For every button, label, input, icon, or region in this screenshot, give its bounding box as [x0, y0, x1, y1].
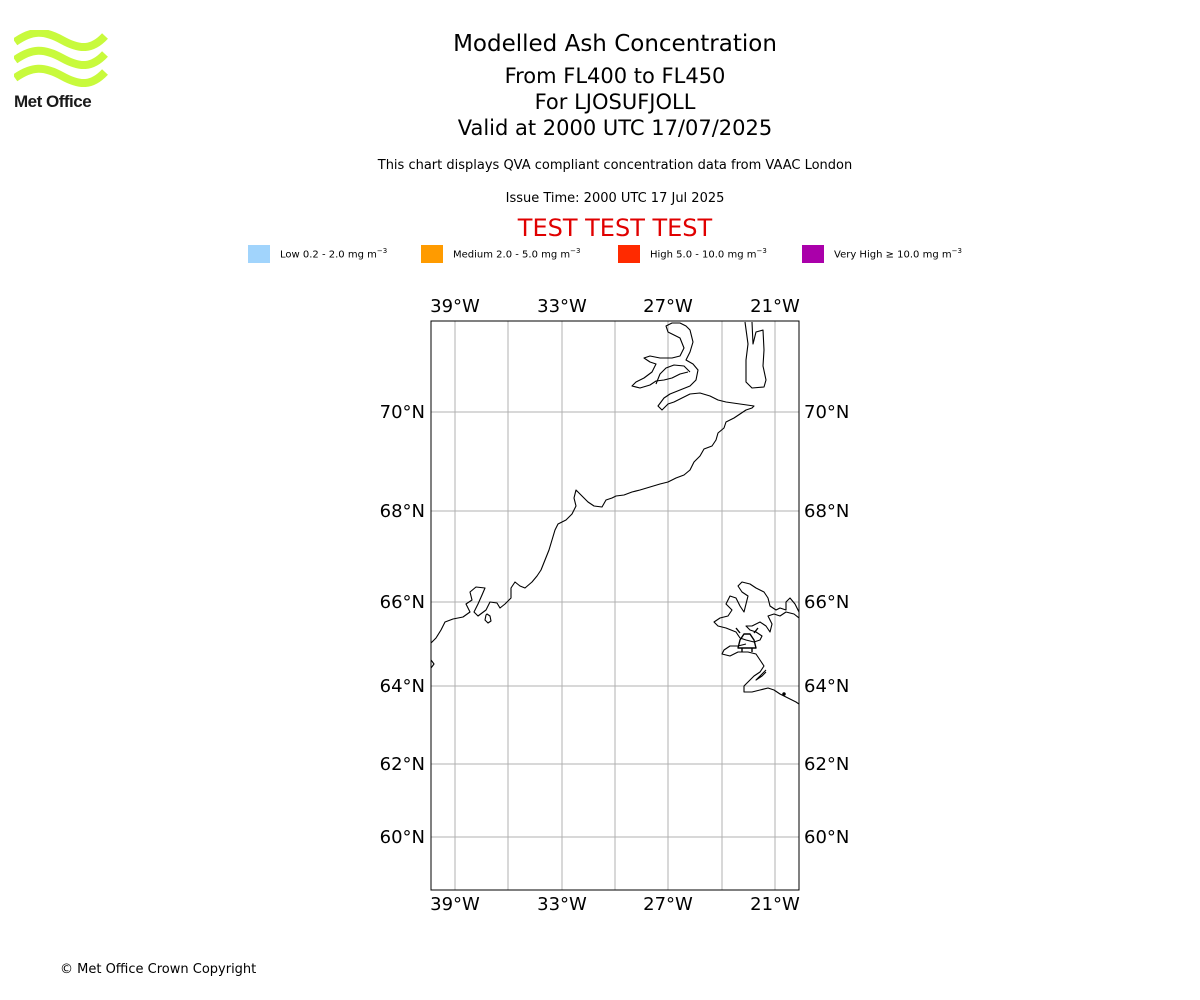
legend-swatch-very-high — [802, 245, 824, 263]
lon-label-top: 33°W — [537, 296, 587, 317]
lon-label-top: 39°W — [430, 296, 480, 317]
small-island — [484, 613, 492, 624]
lon-label-bottom: 39°W — [430, 894, 480, 915]
copyright-notice: © Met Office Crown Copyright — [60, 962, 257, 977]
volcano-marker-icon — [735, 627, 759, 652]
issue-time: Issue Time: 2000 UTC 17 Jul 2025 — [505, 191, 725, 206]
lat-label-left: 66°N — [380, 592, 425, 613]
legend-item-medium: Medium 2.0 - 5.0 mg m−3 — [421, 244, 580, 264]
lat-label-right: 60°N — [804, 827, 849, 848]
legend-item-high: High 5.0 - 10.0 mg m−3 — [618, 244, 767, 264]
legend-swatch-high — [618, 245, 640, 263]
lat-label-right: 64°N — [804, 676, 849, 697]
legend-swatch-low — [248, 245, 270, 263]
lat-label-left: 62°N — [380, 754, 425, 775]
chart-description: This chart displays QVA compliant concen… — [377, 158, 853, 173]
map-gridlines — [431, 321, 799, 890]
map-frame — [430, 320, 800, 891]
lon-label-bottom: 27°W — [643, 894, 693, 915]
small-islet — [782, 692, 786, 696]
lat-label-right: 70°N — [804, 402, 849, 423]
lat-label-right: 68°N — [804, 501, 849, 522]
coastlines — [431, 321, 799, 705]
legend-unit-high: −3 — [756, 247, 767, 256]
lat-label-left: 60°N — [380, 827, 425, 848]
legend-label-low: Low 0.2 - 2.0 mg m — [280, 249, 377, 261]
lon-label-bottom: 21°W — [750, 894, 800, 915]
legend-item-very-high: Very High ≥ 10.0 mg m−3 — [802, 244, 962, 264]
met-office-wordmark: Met Office — [14, 92, 92, 111]
greenland-south-coast — [431, 659, 435, 669]
iceland-southwest — [721, 643, 799, 705]
legend-label-medium: Medium 2.0 - 5.0 mg m — [453, 249, 571, 261]
met-office-logo: Met Office — [12, 28, 110, 112]
greenland-coastline — [431, 322, 755, 644]
iceland-coastline — [713, 581, 799, 643]
lat-label-right: 66°N — [804, 592, 849, 613]
met-office-wave-icon — [12, 28, 108, 87]
legend-unit-very-high: −3 — [951, 247, 962, 256]
flight-level-range: From FL400 to FL450 — [504, 64, 726, 88]
lon-label-top: 27°W — [643, 296, 693, 317]
reykjanes-peninsula — [755, 669, 767, 681]
greenland-fjord — [744, 321, 767, 389]
legend-swatch-medium — [421, 245, 443, 263]
legend-item-low: Low 0.2 - 2.0 mg m−3 — [248, 244, 387, 264]
test-banner: TEST TEST TEST — [517, 214, 713, 242]
legend-label-high: High 5.0 - 10.0 mg m — [650, 249, 757, 261]
valid-time: Valid at 2000 UTC 17/07/2025 — [457, 116, 773, 140]
volcano-name: For LJOSUFJOLL — [534, 90, 696, 114]
legend-label-very-high: Very High ≥ 10.0 mg m — [834, 249, 952, 261]
lat-label-left: 70°N — [380, 402, 425, 423]
lon-label-top: 21°W — [750, 296, 800, 317]
lon-label-bottom: 33°W — [537, 894, 587, 915]
legend-unit-low: −3 — [376, 247, 388, 256]
lat-label-left: 68°N — [380, 501, 425, 522]
greenland-inlet — [655, 364, 691, 385]
lat-label-left: 64°N — [380, 676, 425, 697]
chart-title: Modelled Ash Concentration — [453, 31, 777, 57]
lat-label-right: 62°N — [804, 754, 849, 775]
legend-unit-medium: −3 — [570, 247, 581, 256]
